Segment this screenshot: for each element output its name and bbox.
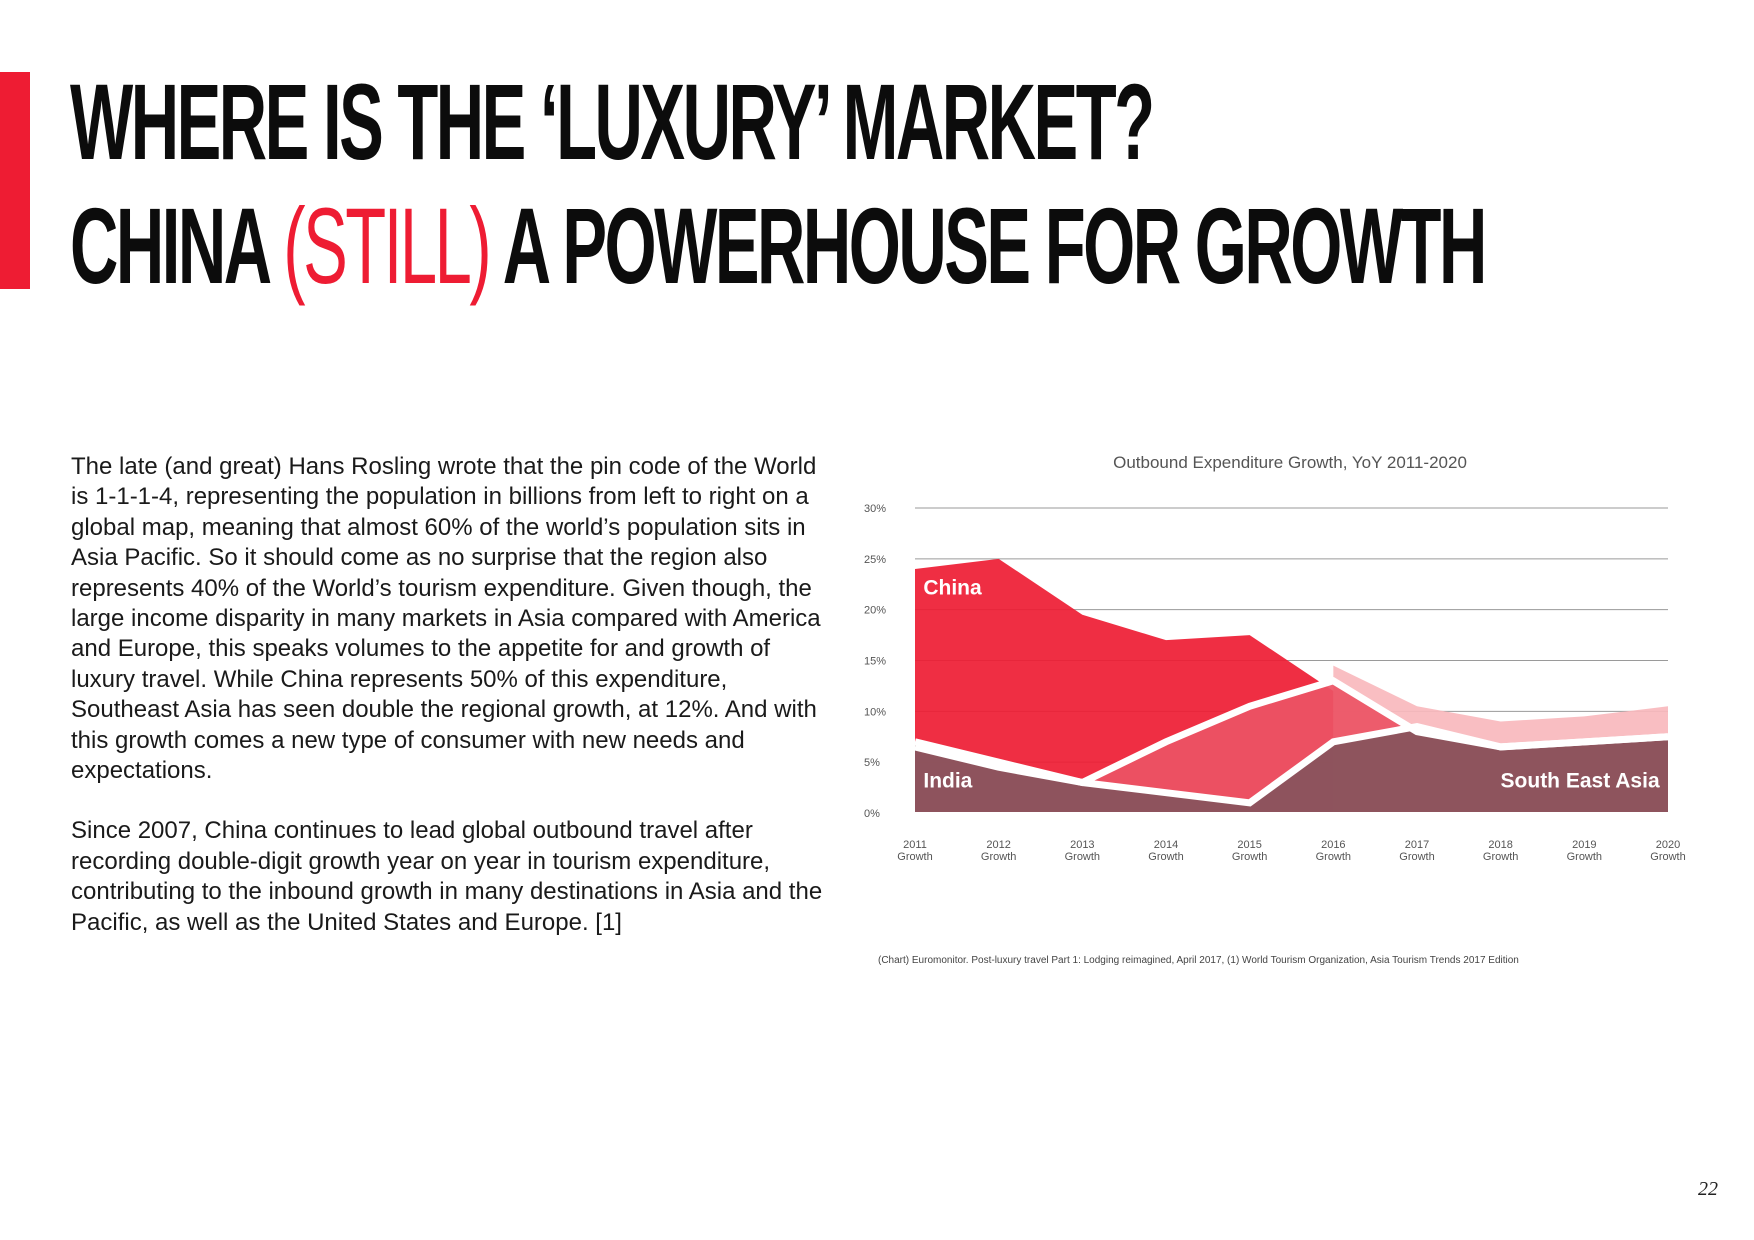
x-tick-label: Growth (981, 851, 1016, 863)
chart-title: Outbound Expenditure Growth, YoY 2011-20… (1113, 453, 1467, 472)
x-tick-label: 2011 (903, 839, 927, 851)
page-number: 22 (1698, 1178, 1718, 1200)
china-label: China (923, 576, 982, 599)
body-text: The late (and great) Hans Rosling wrote … (71, 452, 831, 968)
y-tick-label: 10% (864, 706, 886, 718)
source-note: (Chart) Euromonitor. Post-luxury travel … (878, 955, 1519, 966)
x-tick-label: Growth (1148, 851, 1183, 863)
x-tick-label: 2015 (1237, 839, 1261, 851)
south-east-asia-line (914, 723, 1669, 807)
south-east-asia-label: South East Asia (1501, 770, 1660, 793)
x-tick-label: Growth (1065, 851, 1100, 863)
x-tick-label: Growth (1316, 851, 1351, 863)
x-tick-label: 2012 (986, 839, 1010, 851)
y-tick-label: 30% (864, 503, 886, 515)
y-tick-label: 15% (864, 656, 886, 668)
south-east-asia-area (915, 726, 1668, 813)
x-tick-label: Growth (1567, 851, 1602, 863)
accent-bar (0, 72, 30, 289)
y-tick-label: 0% (864, 808, 880, 820)
chart-svg: 0% 5% 10% 15% 20% 25% 30% China India South East … (864, 503, 1686, 863)
x-tick-label: 2013 (1070, 839, 1094, 851)
title-line-1: WHERE IS THE ‘LUXURY’ MARKET? (70, 61, 1155, 182)
x-tick-label: Growth (1232, 851, 1267, 863)
page-title: WHERE IS THE ‘LUXURY’ MARKET? CHINA (STI… (70, 60, 1488, 308)
y-tick-label: 5% (864, 757, 880, 769)
x-tick-label: 2014 (1154, 839, 1178, 851)
x-tick-label: 2019 (1572, 839, 1596, 851)
paragraph-1: The late (and great) Hans Rosling wrote … (71, 453, 821, 785)
x-tick-label: Growth (897, 851, 932, 863)
india-label: India (923, 770, 972, 793)
x-tick-label: 2018 (1488, 839, 1512, 851)
title-line-2-start: CHINA (70, 185, 284, 306)
chart: Outbound Expenditure Growth, YoY 2011-20… (860, 445, 1720, 985)
title-line-2-end: A POWERHOUSE FOR GROWTH (489, 185, 1488, 306)
x-tick-label: 2017 (1405, 839, 1429, 851)
x-tick-label: Growth (1483, 851, 1518, 863)
x-tick-label: 2020 (1656, 839, 1680, 851)
x-tick-label: 2016 (1321, 839, 1345, 851)
x-tick-label: Growth (1399, 851, 1434, 863)
paragraph-2: Since 2007, China continues to lead glob… (71, 817, 823, 936)
y-tick-label: 25% (864, 554, 886, 566)
title-highlight: (STILL) (283, 185, 491, 306)
x-tick-label: Growth (1650, 851, 1685, 863)
y-tick-label: 20% (864, 605, 886, 617)
